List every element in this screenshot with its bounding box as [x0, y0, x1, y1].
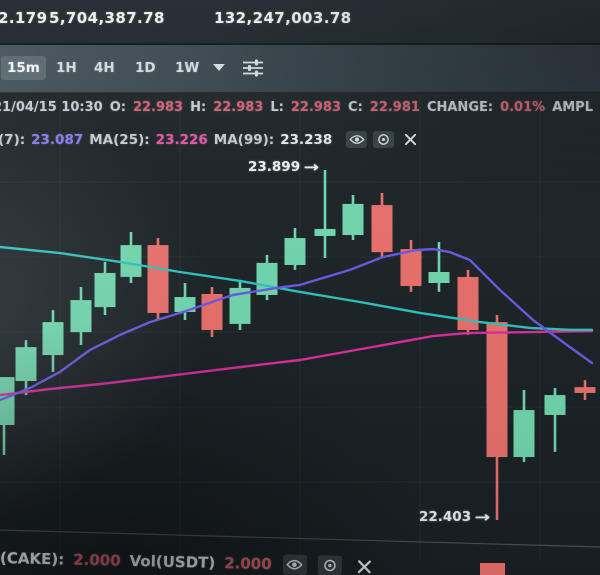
change-value: 0.01% — [500, 100, 546, 115]
arrow-right-icon: → — [474, 508, 491, 526]
high-price-annotation: 23.899 → — [248, 158, 320, 176]
timeframe-4h[interactable]: 4H — [94, 60, 115, 76]
ma99-value: 23.238 — [280, 131, 333, 148]
close-icon — [405, 133, 417, 146]
amplitude-label: AMPLIT — [552, 100, 593, 115]
change-label: CHANGE: — [426, 100, 494, 115]
ma7-value: 23.087 — [31, 131, 84, 148]
tune-sliders-icon[interactable] — [242, 58, 264, 78]
volume-settings-button[interactable] — [317, 555, 342, 575]
timeframe-15m[interactable]: 15m — [1, 56, 46, 80]
eye-icon — [286, 559, 303, 570]
ma25-label: MA(25): — [89, 131, 150, 148]
ma-readout: (7): 23.087 MA(25): 23.226 MA(99): 23.238 — [0, 131, 598, 148]
ma7-label: (7): — [0, 131, 26, 148]
chevron-down-icon[interactable] — [213, 64, 225, 71]
high-label: H: — [190, 100, 207, 115]
candle-datetime: 21/04/15 10:30 — [0, 100, 103, 115]
ticker-price: 2.179 — [0, 9, 48, 27]
volume-base-value: 2.000 — [72, 550, 121, 570]
open-label: O: — [109, 100, 126, 115]
close-icon — [358, 559, 372, 573]
volume-quote-label: Vol(USDT) — [129, 551, 216, 572]
volume-indicator-bar: (CAKE): 2.000 Vol(USDT) 2.000 — [0, 548, 600, 575]
ticker-volume-base: 5,704,387.78 — [49, 9, 165, 27]
low-price-annotation: 22.403 → — [419, 508, 491, 526]
timeframe-toolbar: 15m 1H 4H 1D 1W — [0, 45, 600, 93]
timeframe-1d[interactable]: 1D — [135, 60, 156, 76]
ticker-strip: 2.179 5,704,387.78 132,247,003.78 — [0, 0, 600, 45]
volume-quote-value: 2.000 — [224, 554, 272, 574]
low-label: L: — [270, 100, 284, 115]
arrow-right-icon: → — [303, 158, 320, 176]
timeframe-1h[interactable]: 1H — [56, 60, 77, 76]
volume-base-label: (CAKE): — [0, 549, 65, 569]
low-price-label: 22.403 — [419, 509, 472, 525]
remove-indicator-button[interactable] — [400, 131, 421, 148]
ohlc-readout: 21/04/15 10:30 O: 22.983 H: 22.983 L: 22.98… — [0, 100, 593, 115]
low-value: 22.983 — [290, 100, 342, 115]
target-icon — [323, 559, 336, 572]
ma99-label: MA(99): — [213, 131, 275, 148]
open-value: 22.983 — [132, 100, 184, 115]
high-price-label: 23.899 — [248, 159, 301, 175]
hide-indicator-button[interactable] — [346, 131, 368, 148]
ticker-volume-quote: 132,247,003.78 — [214, 9, 352, 27]
ma25-value: 23.226 — [155, 131, 208, 148]
close-value: 22.981 — [369, 100, 420, 115]
timeframe-1w[interactable]: 1W — [175, 60, 200, 76]
indicator-settings-button[interactable] — [373, 131, 395, 148]
close-label: C: — [348, 100, 363, 115]
remove-volume-button[interactable] — [352, 556, 376, 575]
high-value: 22.983 — [213, 100, 264, 115]
hide-volume-button[interactable] — [282, 554, 307, 575]
eye-icon — [349, 135, 365, 144]
target-icon — [378, 134, 390, 145]
